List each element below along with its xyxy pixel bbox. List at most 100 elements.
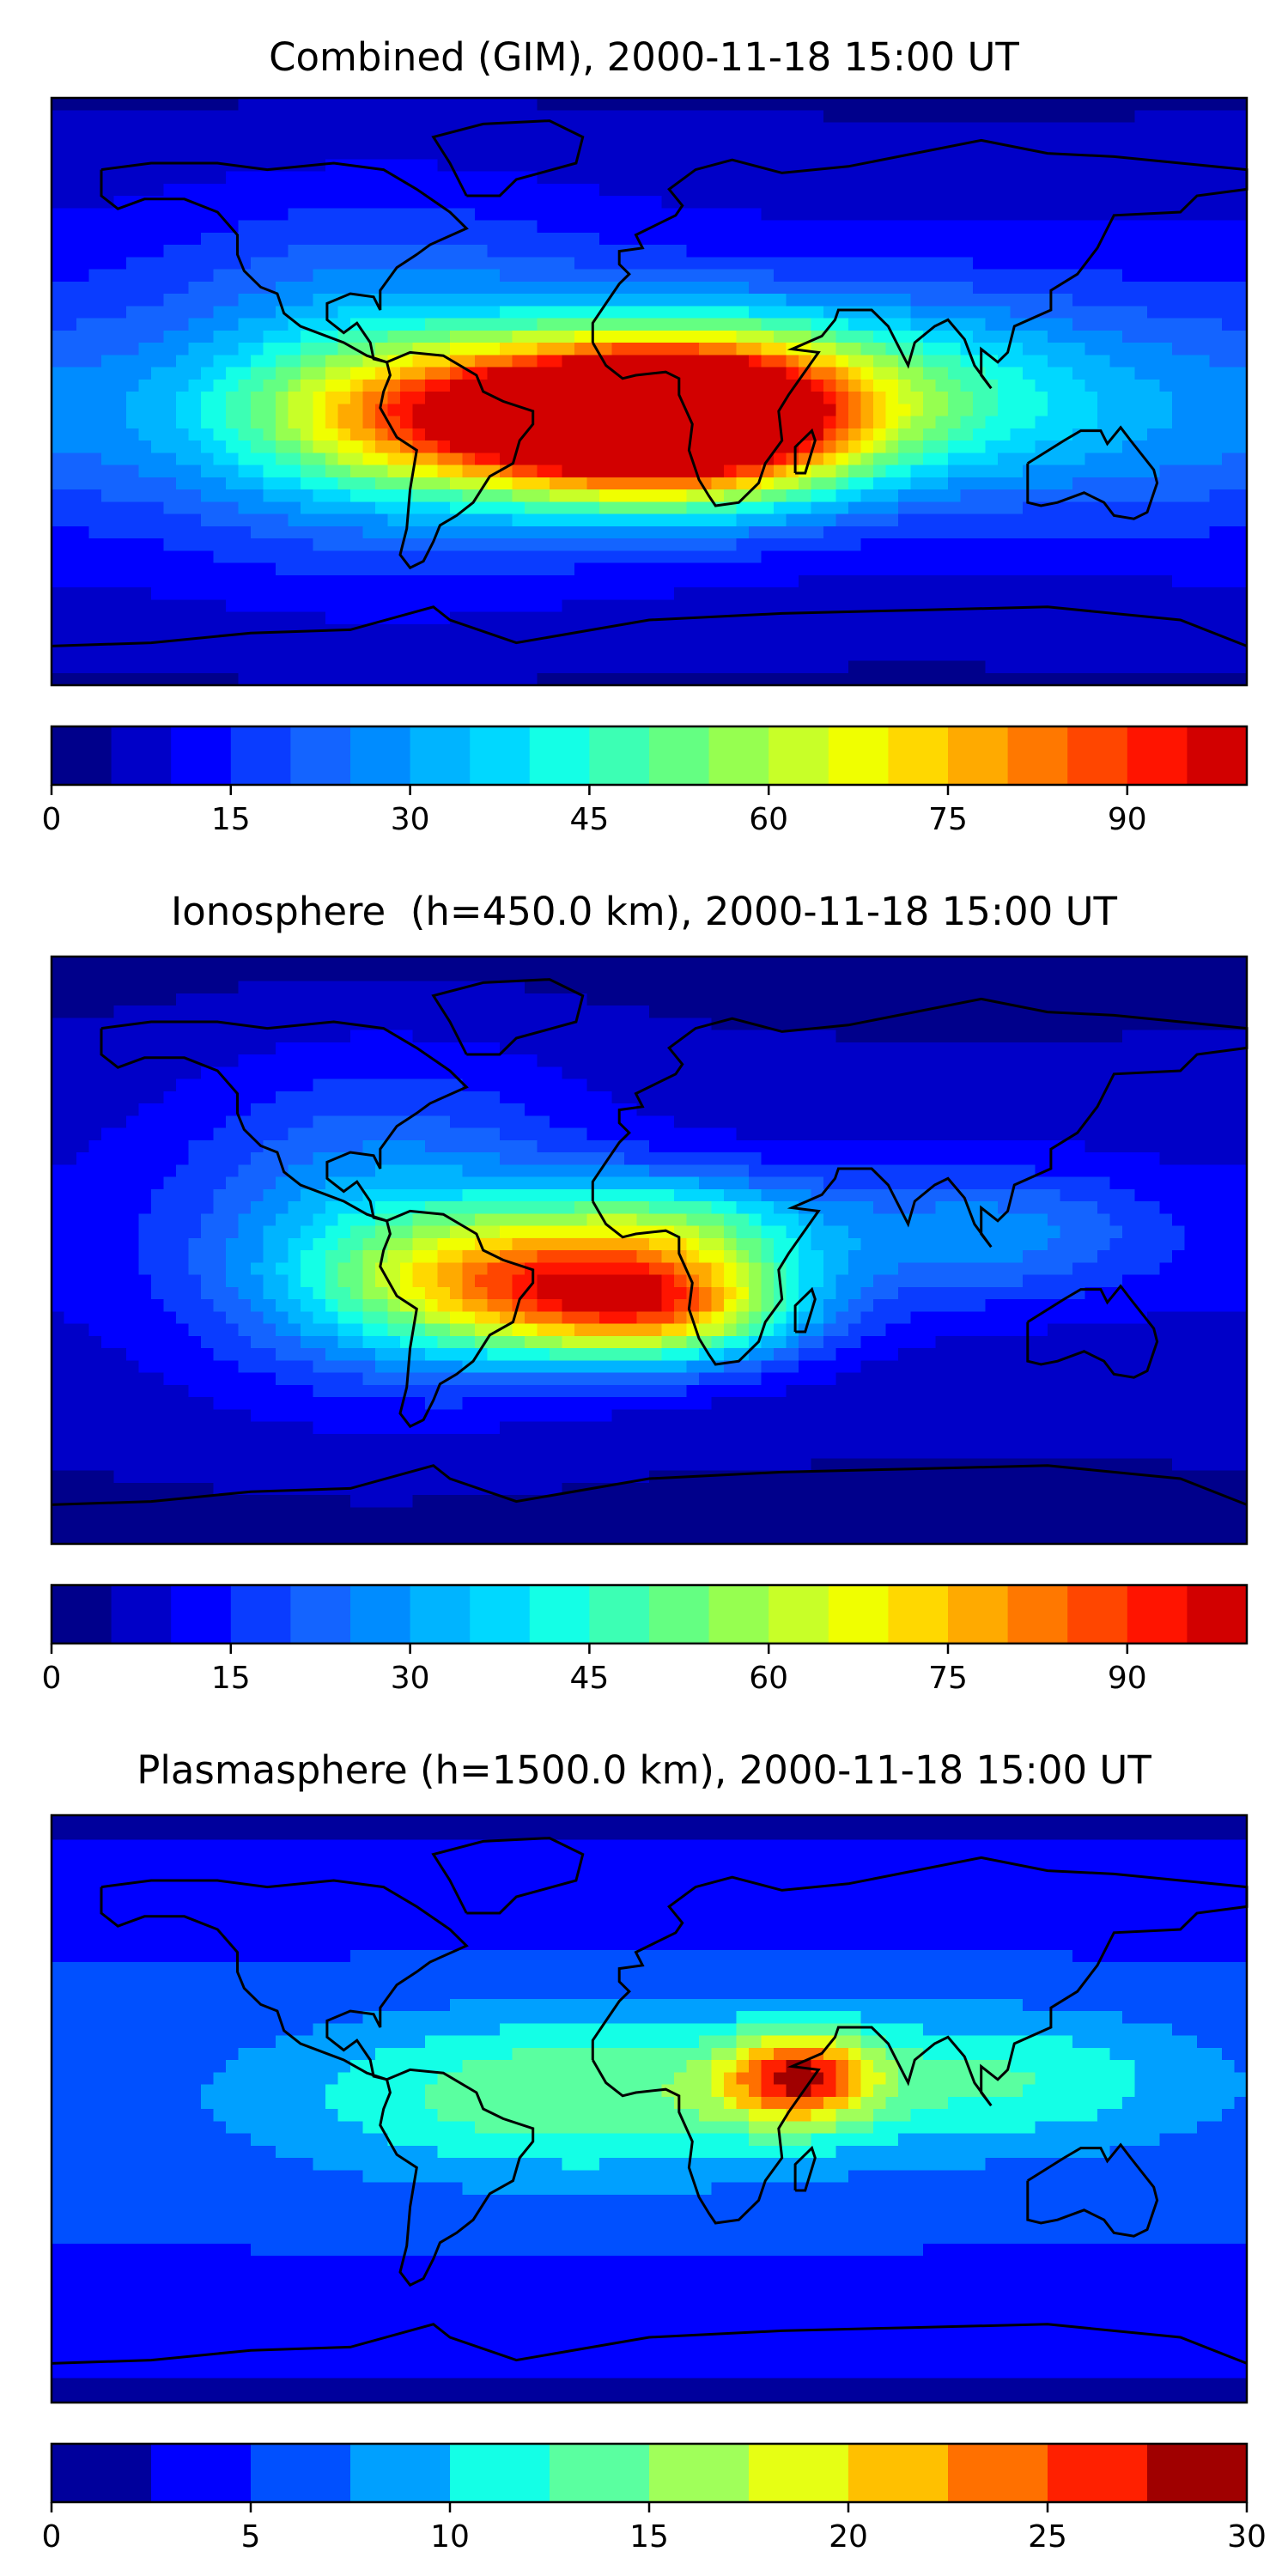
field-cell: [462, 440, 476, 453]
field-cell: [1023, 306, 1036, 319]
field-cell: [860, 957, 874, 969]
field-cell: [176, 134, 190, 148]
field-cell: [101, 477, 115, 490]
field-cell: [998, 379, 1012, 392]
field-cell: [151, 538, 165, 551]
field-cell: [724, 306, 738, 319]
field-cell: [1060, 453, 1073, 466]
field-cell: [898, 171, 912, 185]
field-cell: [699, 343, 713, 355]
field-cell: [724, 957, 738, 969]
field-cell: [823, 513, 837, 527]
field-cell: [288, 147, 301, 160]
field-cell: [550, 611, 563, 625]
field-cell: [562, 574, 575, 588]
field-cell: [624, 159, 638, 173]
field-cell: [1023, 538, 1036, 551]
field-cell: [574, 330, 588, 343]
field-cell: [163, 672, 177, 686]
field-cell: [1084, 636, 1098, 649]
field-cell: [860, 416, 874, 429]
field-cell: [201, 159, 215, 173]
field-cell: [251, 648, 264, 662]
field-cell: [636, 147, 650, 160]
field-cell: [885, 562, 899, 576]
field-cell: [873, 611, 887, 625]
field-cell: [860, 392, 874, 404]
field-cell: [761, 562, 775, 576]
field-cell: [1048, 538, 1061, 551]
field-cell: [337, 599, 351, 613]
field-cell: [1134, 416, 1148, 429]
field-cell: [88, 513, 102, 527]
field-cell: [1147, 269, 1161, 283]
field-cell: [163, 355, 177, 368]
field-cell: [923, 208, 937, 222]
field-cell: [325, 453, 339, 466]
field-cell: [848, 538, 862, 551]
field-cell: [860, 196, 874, 209]
field-cell: [1159, 379, 1173, 392]
field-cell: [1184, 538, 1198, 551]
field-cell: [1023, 392, 1036, 404]
field-cell: [761, 220, 775, 234]
field-cell: [1035, 220, 1048, 234]
field-cell: [101, 489, 115, 502]
field-cell: [52, 440, 65, 453]
field-cell: [238, 245, 252, 258]
field-cell: [661, 306, 675, 319]
field-cell: [251, 306, 264, 319]
field-cell: [425, 501, 439, 515]
field-cell: [251, 134, 264, 148]
field-cell: [661, 513, 675, 527]
field-cell: [1209, 281, 1223, 295]
field-cell: [1048, 343, 1061, 355]
field-cell: [998, 428, 1012, 441]
field-cell: [736, 379, 750, 392]
field-cell: [611, 574, 625, 588]
field-cell: [1222, 648, 1236, 662]
field-cell: [1147, 404, 1161, 417]
field-cell: [537, 550, 550, 564]
field-cell: [761, 257, 775, 270]
field-cell: [1222, 981, 1236, 994]
field-cell: [263, 501, 276, 515]
field-cell: [475, 672, 489, 686]
field-cell: [1209, 379, 1223, 392]
field-cell: [213, 636, 227, 649]
field-cell: [973, 196, 987, 209]
field-cell: [649, 294, 663, 307]
field-cell: [1197, 171, 1211, 185]
field-cell: [1035, 428, 1048, 441]
field-cell: [1234, 122, 1248, 136]
field-cell: [686, 183, 700, 197]
field-cell: [52, 562, 65, 576]
colorbar-segment: [1007, 726, 1068, 785]
field-cell: [898, 636, 912, 649]
field-cell: [960, 379, 974, 392]
field-cell: [935, 134, 949, 148]
field-cell: [1048, 623, 1061, 637]
field-cell: [761, 428, 775, 441]
field-cell: [1109, 330, 1123, 343]
field-cell: [525, 134, 538, 148]
field-cell: [138, 257, 152, 270]
field-cell: [276, 526, 289, 539]
field-cell: [1122, 538, 1136, 551]
field-cell: [151, 294, 165, 307]
field-cell: [500, 489, 513, 502]
field-cell: [1035, 574, 1048, 588]
field-cell: [462, 159, 476, 173]
field-cell: [910, 134, 924, 148]
field-cell: [935, 232, 949, 246]
field-cell: [362, 196, 376, 209]
field-cell: [873, 428, 887, 441]
field-cell: [88, 367, 102, 380]
field-cell: [176, 440, 190, 453]
field-cell: [835, 550, 849, 564]
field-cell: [450, 330, 464, 343]
field-cell: [101, 648, 115, 662]
field-cell: [1084, 513, 1098, 527]
field-cell: [1134, 538, 1148, 551]
field-cell: [1209, 134, 1223, 148]
